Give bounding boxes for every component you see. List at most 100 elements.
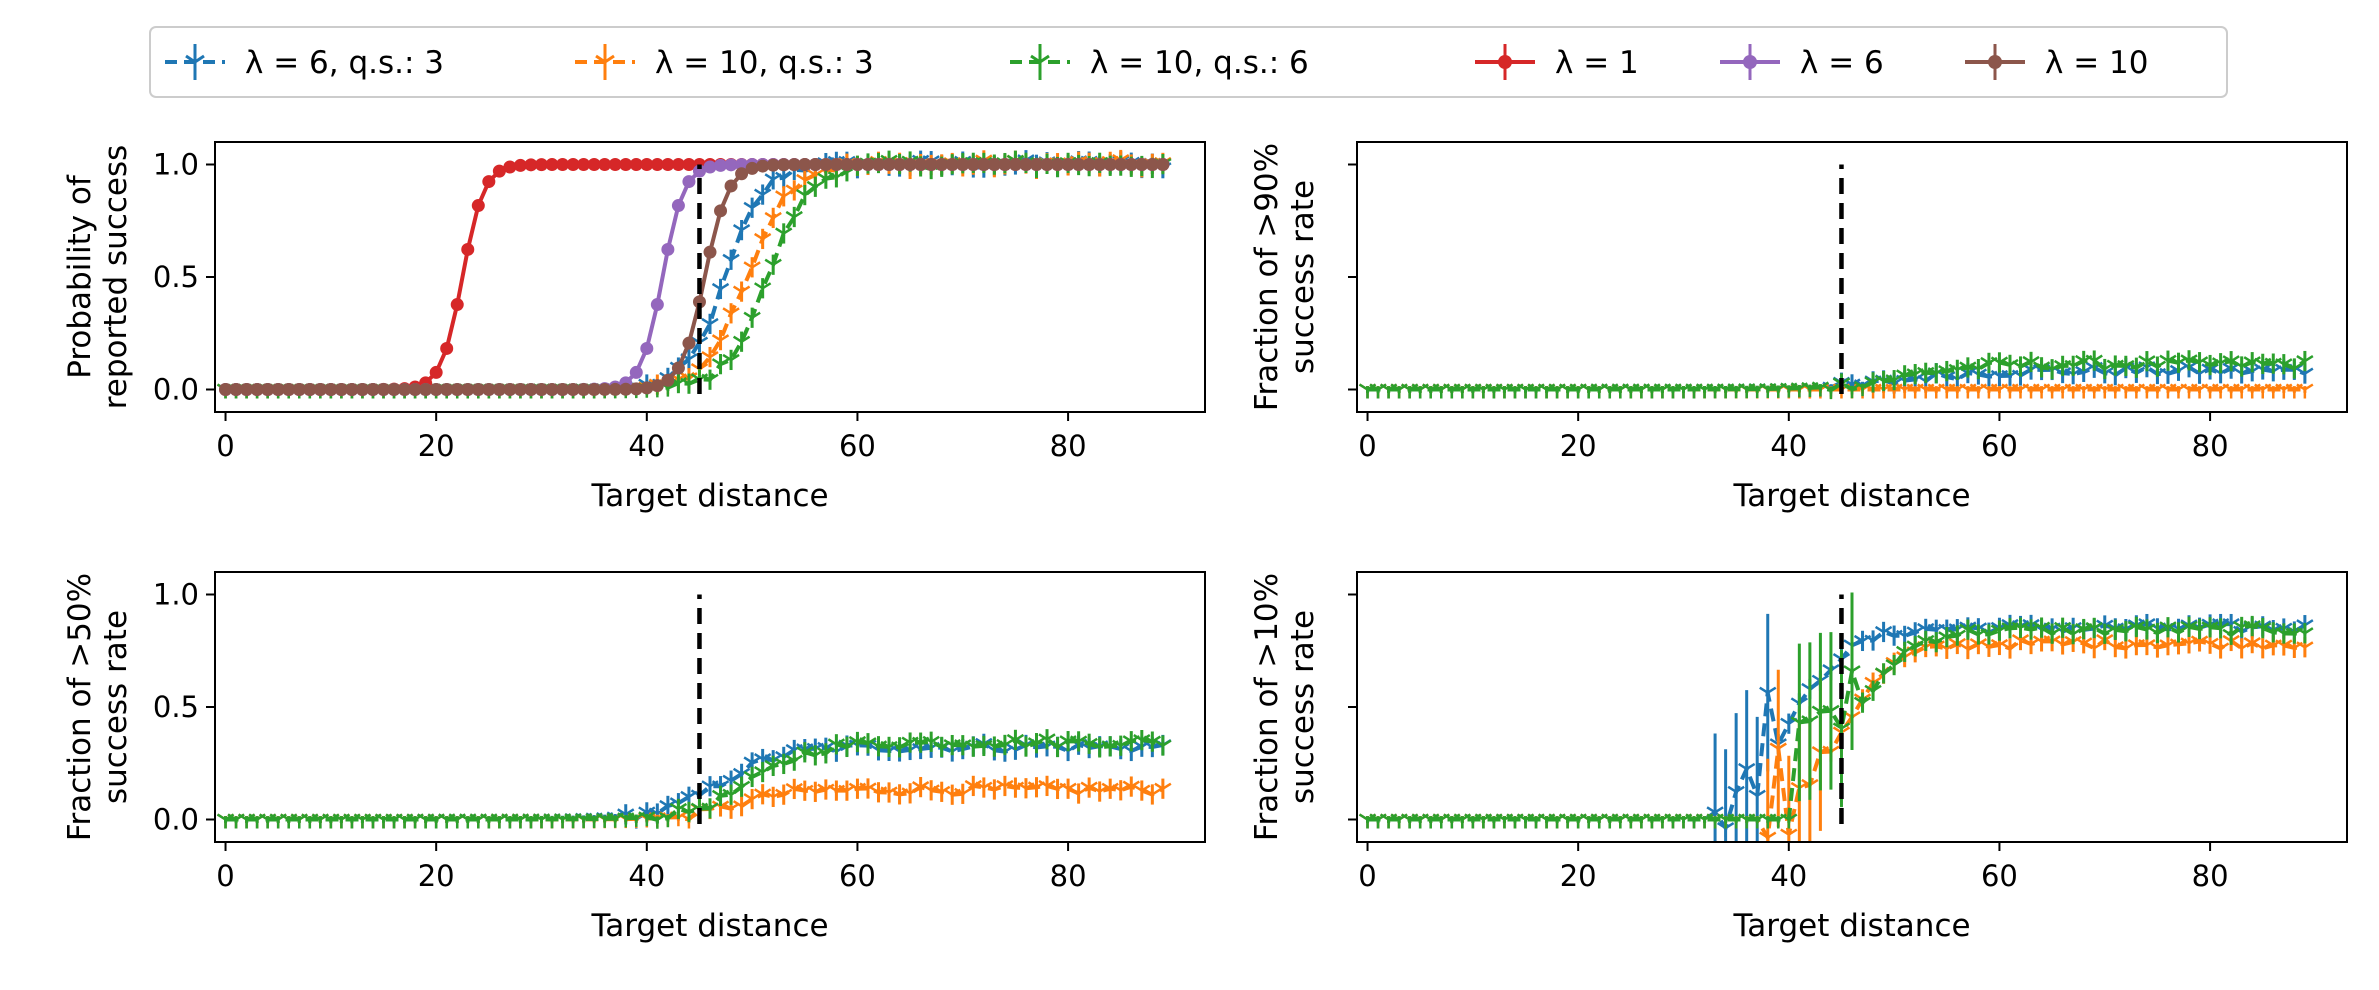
data-point: [1748, 789, 1766, 805]
data-point: [240, 383, 254, 396]
data-point: [701, 351, 719, 367]
data-point: [1706, 383, 1724, 399]
data-point: [471, 199, 485, 213]
data-point: [532, 813, 551, 829]
data-point: [1769, 382, 1787, 398]
data-point: [1390, 813, 1408, 829]
data-point: [1969, 383, 1988, 399]
x-tick-label: 40: [628, 859, 665, 893]
data-point: [1643, 383, 1661, 399]
data-point: [1558, 383, 1577, 399]
data-point: [764, 211, 782, 227]
data-point: [377, 383, 391, 396]
data-point: [1769, 742, 1787, 758]
data-point: [1759, 831, 1777, 842]
data-point: [893, 158, 907, 172]
data-point: [650, 379, 664, 393]
data-point: [1474, 383, 1493, 399]
data-point: [2138, 355, 2156, 371]
data-point: [2106, 383, 2124, 399]
data-point: [2032, 621, 2051, 637]
data-point: [692, 295, 706, 309]
data-point: [850, 158, 864, 172]
plot-area: [216, 149, 1172, 399]
data-point: [1124, 158, 1138, 171]
y-tick-label: 1.0: [153, 578, 199, 612]
data-point: [650, 158, 664, 171]
data-point: [438, 813, 456, 829]
data-point: [827, 784, 846, 800]
data-point: [671, 158, 685, 171]
data-point: [1738, 762, 1756, 778]
data-point: [753, 765, 772, 782]
series: [216, 729, 1172, 829]
data-point: [2159, 621, 2177, 637]
data-point: [1664, 383, 1682, 399]
data-point: [2011, 634, 2030, 650]
data-point: [1379, 383, 1398, 399]
data-point: [901, 787, 919, 803]
data-point: [534, 382, 548, 396]
data-point: [577, 158, 591, 172]
data-point: [2296, 641, 2314, 657]
data-point: [1411, 813, 1429, 829]
y-tick-label: 1.0: [153, 148, 199, 182]
data-point: [2233, 360, 2251, 376]
data-point: [1537, 383, 1556, 399]
series: [1358, 357, 2314, 399]
data-point: [1453, 813, 1471, 829]
data-point: [775, 190, 793, 206]
data-point: [977, 158, 991, 171]
x-tick-label: 0: [216, 859, 234, 893]
data-point: [2117, 383, 2135, 399]
data-point: [1748, 383, 1766, 399]
data-point: [2053, 359, 2072, 375]
plot-area: [216, 729, 1172, 829]
data-point: [1112, 784, 1130, 800]
data-point: [766, 158, 780, 172]
data-point: [2296, 354, 2314, 371]
legend-entry: λ = 6, q.s.: 3: [165, 44, 444, 81]
data-point: [564, 813, 582, 829]
data-point: [1959, 383, 1977, 399]
data-point: [722, 788, 740, 804]
data-point: [292, 383, 306, 396]
data-point: [640, 341, 654, 355]
data-point: [503, 160, 517, 174]
data-point: [743, 770, 761, 786]
data-point: [1506, 813, 1524, 829]
data-point: [311, 813, 329, 829]
data-point: [461, 242, 475, 256]
data-point: [2243, 383, 2261, 399]
data-point: [2032, 635, 2051, 651]
data-point: [2053, 621, 2072, 637]
data-point: [629, 382, 643, 396]
data-point: [1885, 659, 1903, 675]
data-point: [269, 813, 287, 829]
data-point: [829, 158, 843, 172]
data-point: [459, 813, 477, 829]
legend-label: λ = 10, q.s.: 3: [655, 45, 874, 81]
data-point: [1980, 383, 1998, 399]
legend-entry: λ = 6: [1720, 44, 1884, 81]
data-point: [1390, 383, 1408, 399]
x-tick-label: 20: [418, 859, 455, 893]
x-tick-label: 0: [1358, 429, 1376, 463]
legend-swatch-marker: [1743, 55, 1757, 69]
data-point: [1411, 383, 1429, 399]
data-point: [1727, 383, 1745, 399]
data-point: [2096, 383, 2114, 399]
data-point: [1601, 813, 1619, 829]
data-point: [2211, 642, 2230, 658]
data-point: [1122, 780, 1140, 796]
data-point: [2211, 622, 2230, 638]
data-point: [1938, 642, 1956, 658]
data-point: [1017, 740, 1035, 756]
data-point: [2127, 639, 2146, 655]
data-point: [2201, 383, 2219, 399]
data-point: [1590, 383, 1608, 399]
x-tick-label: 40: [628, 429, 665, 463]
data-point: [1453, 383, 1471, 399]
data-point: [2064, 383, 2082, 399]
